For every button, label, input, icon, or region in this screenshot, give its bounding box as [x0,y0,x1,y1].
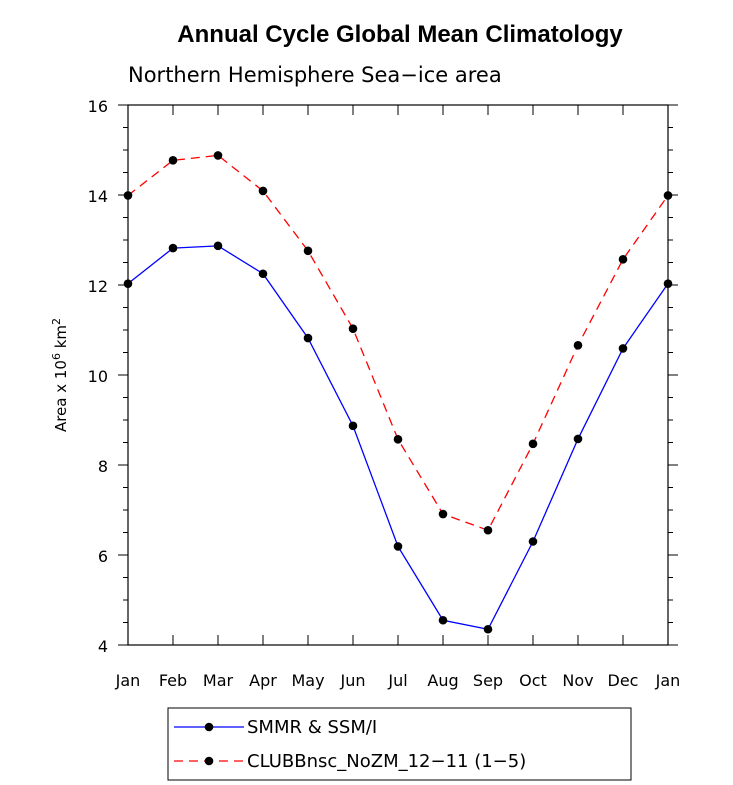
x-tick-label: Mar [203,671,234,690]
x-tick-label: Nov [562,671,593,690]
data-point [528,537,538,546]
data-point [573,341,583,350]
data-point [258,269,268,279]
x-tick-label: Sep [473,671,503,690]
y-tick-label: 12 [88,277,108,296]
data-point [573,434,583,444]
data-point [618,344,628,353]
chart-subtitle: Northern Hemisphere Sea−ice area [128,63,502,87]
x-tick-label: Apr [249,671,277,690]
x-tick-label: Oct [519,671,547,690]
plot-frame [127,104,669,646]
data-point [168,156,178,165]
legend-label: CLUBBnsc_NoZM_12−11 (1−5) [247,751,526,772]
x-tick-label: Feb [159,671,187,690]
data-point [483,624,493,634]
data-point [258,186,268,196]
data-point [438,615,448,625]
data-point [438,509,448,519]
x-tick-labels: Jan Feb Mar Apr May Jun Jul Aug Sep Oct Nov Dec Jan [115,671,681,690]
data-point [393,435,403,444]
data-point [213,241,223,251]
x-tick-label: Aug [427,671,458,690]
x-tick-label: Dec [608,671,639,690]
y-tick-label: 4 [98,637,108,656]
data-point [213,151,223,160]
legend: SMMR & SSM/I CLUBBnsc_NoZM_12−11 (1−5) [167,707,632,781]
axis-ticks [118,104,678,646]
data-point [348,324,358,333]
y-tick-label: 14 [88,187,108,206]
series-group [123,151,673,634]
legend-marker [204,722,214,732]
y-tick-label: 6 [98,547,108,566]
x-tick-label: Jul [387,671,407,690]
y-axis-label: Area x 106 km2 [50,318,70,432]
data-point [168,243,178,253]
data-point [483,525,493,535]
data-point [303,246,313,256]
x-tick-label: Jan [655,671,681,690]
x-tick-label: Jun [340,671,366,690]
y-tick-labels: 4 6 8 10 12 14 16 [88,97,108,656]
y-tick-label: 16 [88,97,108,116]
data-point [393,542,403,551]
data-point [528,439,538,449]
y-tick-label: 8 [98,457,108,476]
legend-label: SMMR & SSM/I [247,717,377,738]
series-line [127,154,669,532]
chart-title: Annual Cycle Global Mean Climatology [177,21,623,48]
data-point [618,255,628,264]
y-tick-label: 10 [88,367,108,386]
data-point [348,421,358,431]
legend-box [167,707,632,781]
data-point [303,333,313,343]
legend-marker [204,756,214,766]
x-tick-label: May [291,671,324,690]
x-tick-label: Jan [115,671,141,690]
